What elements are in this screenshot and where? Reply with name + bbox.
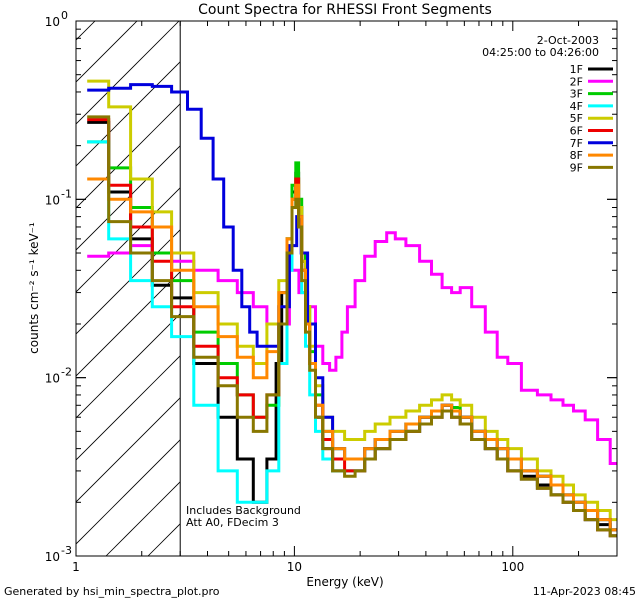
- series-6F: [87, 118, 617, 538]
- y-tick-label: 10: [45, 15, 60, 29]
- series-9F: [87, 115, 617, 538]
- y-tick-label: 10: [45, 372, 60, 386]
- y-tick-label: 10: [45, 550, 60, 564]
- hatch-line: [76, 103, 181, 209]
- legend-label-3F: 3F: [570, 88, 583, 101]
- legend-label-4F: 4F: [570, 100, 583, 113]
- annotation-background: Includes Background: [186, 504, 301, 517]
- series-group: [87, 79, 617, 538]
- hatch-line: [76, 397, 181, 503]
- hatch-line: [147, 523, 181, 556]
- y-axis-label: counts cm⁻² s⁻¹ keV⁻¹: [27, 222, 41, 354]
- x-axis-label: Energy (keV): [306, 575, 383, 589]
- footer-timestamp: 11-Apr-2023 08:45: [533, 585, 636, 598]
- chart-title: Count Spectra for RHESSI Front Segments: [198, 2, 492, 18]
- legend-label-2F: 2F: [570, 75, 583, 88]
- hatch-line: [274, 0, 640, 556]
- annotation-attenuator: Att A0, FDecim 3: [186, 516, 279, 529]
- y-tick-exponent: -3: [61, 544, 72, 557]
- hatch-line: [526, 0, 640, 556]
- hatch-line: [76, 355, 181, 461]
- x-tick-label: 10: [287, 560, 302, 574]
- x-tick-label: 100: [501, 560, 524, 574]
- y-tick-exponent: -1: [61, 187, 72, 200]
- hatch-line: [610, 0, 640, 556]
- legend-label-1F: 1F: [570, 63, 583, 76]
- series-5F: [87, 79, 617, 522]
- hatch-line: [76, 439, 181, 545]
- hatch-line: [76, 21, 180, 125]
- plot-frame: [75, 20, 618, 557]
- legend-label-8F: 8F: [570, 149, 583, 162]
- hatch-line: [358, 0, 640, 556]
- series-2F: [87, 231, 617, 465]
- series-8F: [87, 177, 617, 532]
- footer-generated-by: Generated by hsi_min_spectra_plot.pro: [4, 585, 220, 598]
- hatch-line: [105, 481, 181, 556]
- hatch-line: [76, 145, 181, 251]
- hatch-line: [76, 187, 181, 293]
- y-tick-exponent: 0: [61, 9, 68, 22]
- hatch-line: [76, 313, 181, 419]
- hatched-region: [0, 0, 640, 556]
- hatch-line: [76, 229, 181, 335]
- legend-label-5F: 5F: [570, 112, 583, 125]
- y-tick-exponent: -2: [61, 366, 72, 379]
- legend-time-range: 04:25:00 to 04:26:00: [482, 46, 599, 59]
- legend-label-7F: 7F: [570, 137, 583, 150]
- y-tick-label: 10: [45, 193, 60, 207]
- hatch-line: [442, 0, 640, 556]
- legend-label-9F: 9F: [570, 161, 583, 174]
- hatch-line: [76, 21, 138, 83]
- legend-label-6F: 6F: [570, 125, 583, 138]
- hatch-line: [0, 0, 118, 556]
- hatch-line: [76, 271, 181, 377]
- legend-date: 2-Oct-2003: [537, 34, 599, 47]
- x-tick-label: 1: [72, 560, 80, 574]
